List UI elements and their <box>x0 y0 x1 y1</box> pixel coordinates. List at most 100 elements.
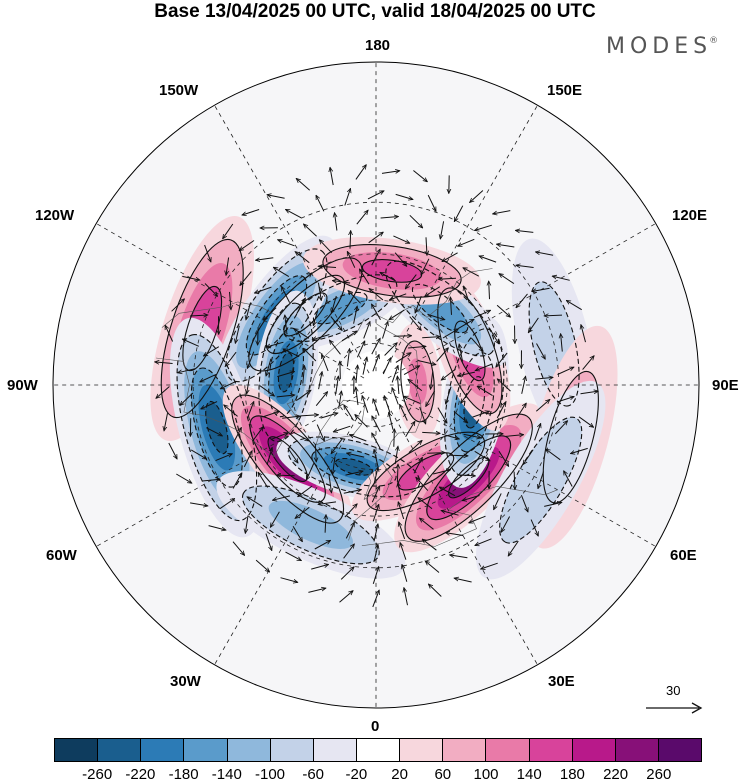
wind-vector <box>246 402 253 419</box>
wind-vector <box>479 256 497 263</box>
wind-vector <box>440 221 445 239</box>
anomaly-contour <box>277 352 295 393</box>
wind-vector <box>258 327 259 345</box>
wind-vector <box>313 308 319 325</box>
wind-vector <box>372 354 379 372</box>
wind-vector <box>287 447 298 463</box>
map-title: Base 13/04/2025 00 UTC, valid 18/04/2025… <box>154 1 596 22</box>
wind-vector <box>338 391 342 409</box>
wind-vector <box>516 265 534 267</box>
wind-vector <box>557 366 574 375</box>
coastline <box>315 399 366 446</box>
wind-vector <box>528 317 539 333</box>
wind-vector <box>515 230 534 232</box>
wind-vector <box>316 424 325 442</box>
wind-vector <box>497 379 511 392</box>
wind-vector <box>277 475 295 476</box>
wind-vector <box>535 252 554 256</box>
wind-vector <box>564 471 573 487</box>
wind-vector <box>226 257 230 276</box>
wind-vector <box>450 297 451 315</box>
wind-vector <box>439 487 456 497</box>
wind-vector <box>405 274 417 289</box>
wind-vector <box>389 309 405 320</box>
wind-vector <box>202 479 220 481</box>
wind-vector <box>319 240 333 254</box>
wind-vector <box>292 526 302 541</box>
wind-vector <box>544 315 563 316</box>
wind-vector <box>343 490 362 494</box>
wind-vector <box>505 435 524 437</box>
wind-vector <box>436 348 449 362</box>
wind-vector <box>369 289 384 301</box>
wind-vector <box>426 237 427 255</box>
wind-vector <box>356 387 358 406</box>
wind-vector <box>392 388 399 405</box>
wind-vector <box>489 328 499 344</box>
wind-vector <box>415 296 422 313</box>
wind-vector <box>501 516 511 533</box>
wind-vector <box>305 463 315 481</box>
wind-vector <box>201 401 218 410</box>
wind-vector <box>445 533 464 536</box>
anomaly-contour <box>190 367 243 488</box>
wind-vector <box>394 446 398 465</box>
wind-vector <box>499 274 515 285</box>
colorbar-tick-label: -260 <box>82 766 113 783</box>
wind-vector <box>373 399 380 416</box>
wind-vector <box>457 475 475 476</box>
wind-vector <box>271 433 288 440</box>
wind-vector <box>496 304 510 317</box>
anomaly-fill <box>268 500 354 549</box>
wind-vector <box>155 362 173 364</box>
wind-vector <box>303 348 317 362</box>
wind-vector <box>190 502 208 506</box>
wind-vector <box>328 474 332 493</box>
wind-vector <box>295 252 310 264</box>
wind-vector <box>371 338 380 355</box>
wind-vector <box>450 555 468 559</box>
wind-vector <box>353 306 358 324</box>
wind-vector <box>372 433 381 449</box>
wind-vector <box>266 358 272 376</box>
wind-vector <box>168 442 177 459</box>
wind-vector <box>344 188 351 206</box>
wind-vector <box>402 564 408 582</box>
wind-vector <box>393 336 412 337</box>
wind-vector <box>318 501 337 505</box>
wind-vector <box>535 399 550 412</box>
wind-vector <box>359 269 370 285</box>
colorbar-tick-label: 20 <box>391 766 408 783</box>
wind-vector <box>371 249 380 266</box>
anomaly-contour <box>426 435 512 521</box>
wind-vector <box>256 257 274 261</box>
lon-label-90e: 90E <box>712 377 739 394</box>
lon-label-30w: 30W <box>170 673 201 690</box>
lon-label-30e: 30E <box>548 673 575 690</box>
wind-vector <box>281 287 291 303</box>
wind-vector <box>350 435 367 442</box>
wind-vector <box>372 590 379 608</box>
anomaly-contour <box>176 333 258 522</box>
wind-vector <box>315 443 316 462</box>
wind-vector <box>416 477 429 491</box>
coastline <box>361 486 558 547</box>
wind-vector <box>180 392 194 406</box>
wind-vector <box>372 416 381 433</box>
wind-vector <box>419 406 426 424</box>
anomaly-contour <box>463 376 486 429</box>
wind-vector <box>413 170 427 182</box>
wind-vector <box>317 282 321 301</box>
wind-vector <box>394 252 407 267</box>
wind-vector <box>380 272 396 282</box>
wind-vector <box>372 567 378 584</box>
wind-vector <box>232 428 241 444</box>
wind-vector <box>422 539 437 551</box>
wind-vector <box>497 244 515 248</box>
colorbar-tick-label: -100 <box>254 766 286 783</box>
colorbar-tick-label: 260 <box>646 766 672 783</box>
wind-vector <box>333 456 335 475</box>
anomaly-fill <box>278 352 294 392</box>
wind-vector <box>265 533 272 551</box>
wind-vector <box>230 291 232 310</box>
